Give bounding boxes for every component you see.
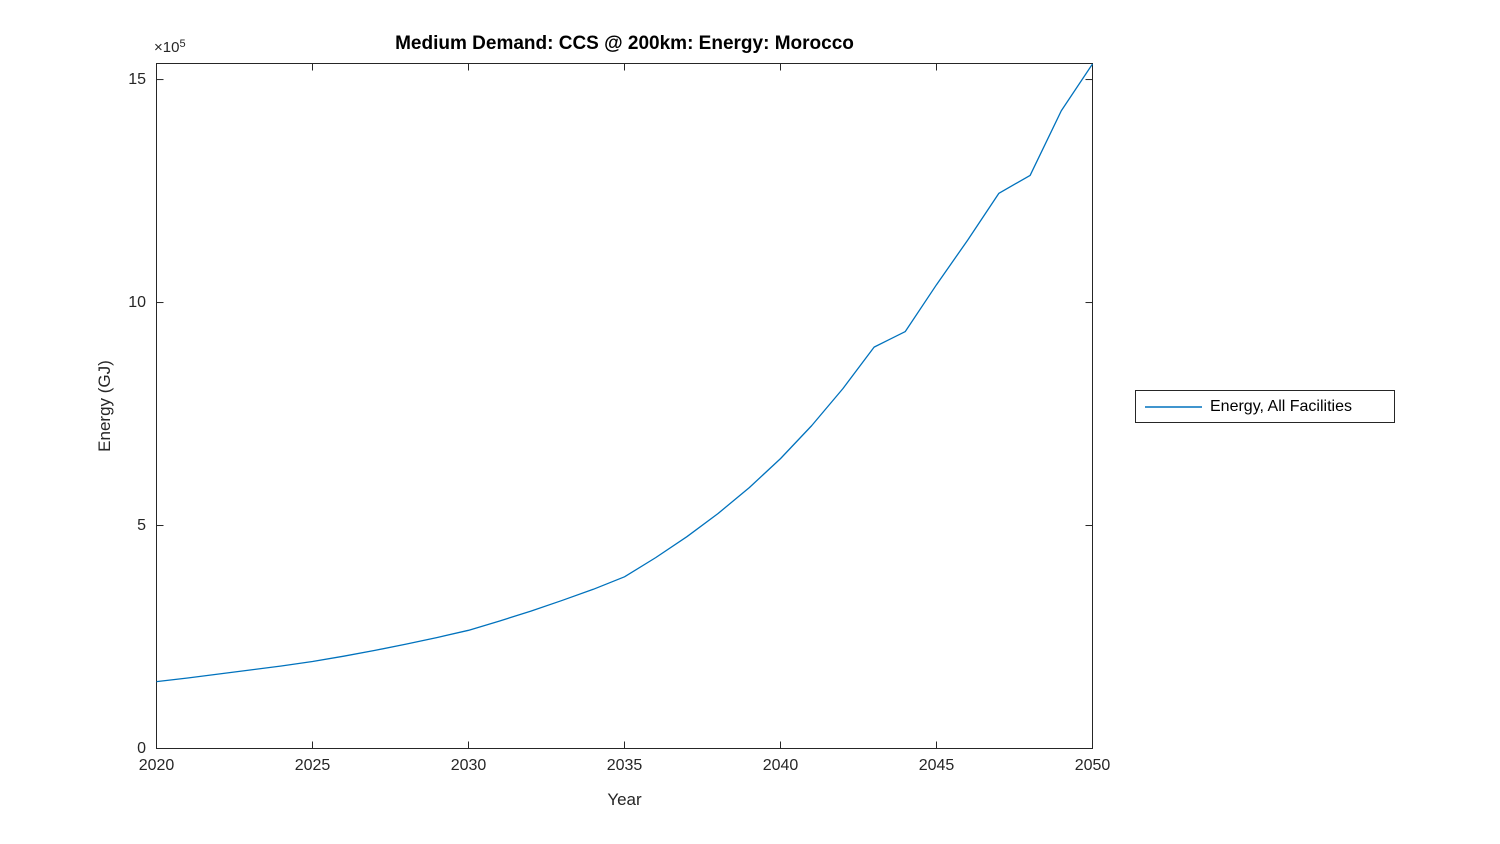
y-tick-label: 10 — [128, 293, 146, 311]
y-axis-multiplier-exponent: 5 — [179, 38, 186, 50]
x-tick-label: 2045 — [918, 757, 955, 774]
y-axis-multiplier: ×105 — [154, 38, 186, 56]
legend: Energy, All Facilities — [1135, 390, 1395, 423]
x-tick-label: 2025 — [294, 757, 331, 774]
x-tick-label: 2050 — [1074, 757, 1111, 774]
y-axis-multiplier-base: ×10 — [154, 39, 180, 56]
series-line-energy-all-facilities — [156, 63, 1093, 683]
chart-title: Medium Demand: CCS @ 200km: Energy: Moro… — [395, 33, 854, 54]
x-tick-label: 2030 — [450, 757, 487, 774]
line-chart — [156, 63, 1093, 749]
legend-line-sample — [1145, 405, 1202, 408]
y-axis-label: Energy (GJ) — [95, 360, 114, 452]
x-tick-label: 2035 — [606, 757, 643, 774]
legend-entry-label: Energy, All Facilities — [1210, 397, 1352, 415]
axes-box — [156, 63, 1093, 749]
x-axis-label: Year — [607, 790, 642, 809]
x-tick-label: 2020 — [138, 757, 175, 774]
y-tick-label: 15 — [128, 70, 146, 88]
plot-area — [156, 63, 1093, 749]
y-tick-label: 5 — [137, 516, 146, 534]
y-tick-label: 0 — [137, 739, 146, 757]
x-tick-label: 2040 — [762, 757, 799, 774]
